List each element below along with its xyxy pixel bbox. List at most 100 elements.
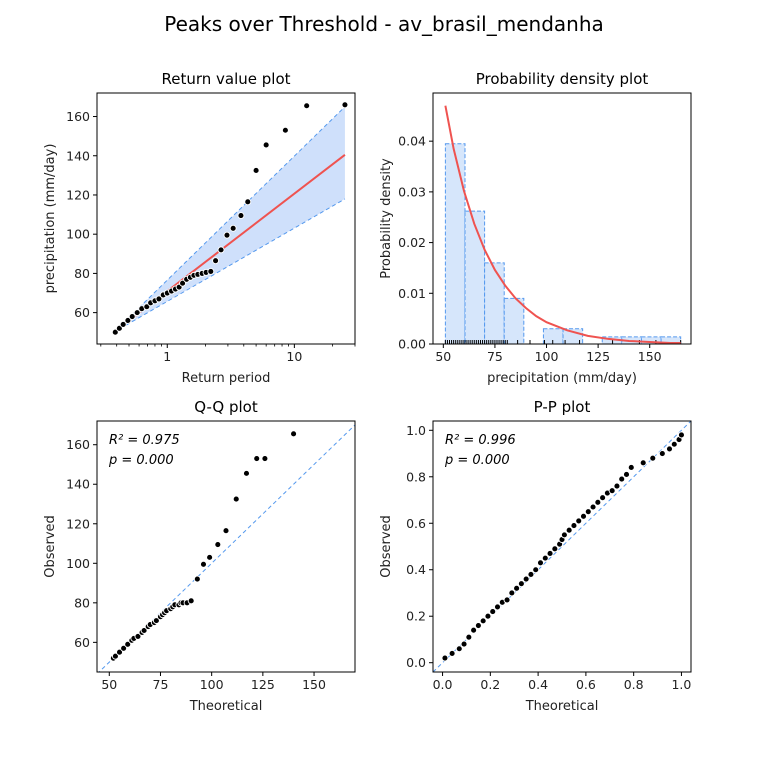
- x-tick-label: 50: [101, 677, 117, 692]
- y-tick-label: 120: [66, 187, 90, 202]
- y-tick-label: 0.04: [398, 134, 426, 149]
- data-point: [448, 649, 456, 657]
- histogram-bar: [542, 328, 564, 344]
- data-point: [570, 522, 578, 530]
- data-point: [207, 267, 215, 275]
- data-point: [494, 603, 501, 611]
- data-point: [658, 450, 666, 457]
- data-point: [649, 454, 657, 462]
- panel-pp: 0.0 0.2 0.4 0.6 0.8 1.0 0.0 0.2 0.4 0.6 0.8 1.0 P-P …: [379, 398, 692, 714]
- data-point: [479, 617, 487, 625]
- data-point: [589, 503, 597, 511]
- data-point: [627, 464, 635, 471]
- axes-frame: [432, 420, 692, 673]
- data-point: [232, 495, 240, 503]
- y-tick-label: 60: [74, 635, 90, 650]
- histogram-bar: [444, 143, 466, 344]
- stat-annotation: p = 0.000: [108, 453, 174, 468]
- figure-title: Peaks over Threshold - av_brasil_mendanh…: [164, 12, 604, 36]
- y-tick-label: 160: [66, 109, 90, 124]
- y-tick-label: 140: [66, 477, 90, 492]
- data-point: [618, 475, 626, 483]
- data-point: [441, 654, 449, 662]
- plot-area-qq: [98, 424, 355, 672]
- data-point: [133, 309, 141, 317]
- y-axis-label: Observed: [379, 515, 394, 578]
- data-point: [584, 508, 592, 516]
- x-tick-label: 100: [200, 677, 224, 692]
- histogram-bar: [464, 210, 486, 344]
- data-point: [261, 455, 269, 463]
- data-point: [599, 494, 607, 502]
- data-point: [212, 257, 220, 265]
- data-point: [474, 622, 482, 629]
- panel-qq: 50 75 100 125 150 60 80 100 120 140 160 Q-Q plot The…: [43, 398, 356, 714]
- plot-area-pp: [433, 421, 691, 672]
- data-point: [253, 455, 261, 463]
- y-tick-label: 0.03: [398, 184, 426, 199]
- y-tick-label: 0.8: [406, 469, 426, 484]
- x-tick-label: 0.4: [528, 677, 548, 692]
- histogram-bar: [503, 297, 525, 344]
- data-point: [532, 566, 540, 574]
- data-point: [565, 526, 573, 534]
- data-point: [303, 102, 311, 110]
- x-axis-label: precipitation (mm/day): [487, 371, 637, 386]
- y-tick-label: 140: [66, 148, 90, 163]
- x-tick-label: 100: [535, 349, 559, 364]
- stat-annotation: R² = 0.996: [445, 433, 516, 448]
- axes-frame: [96, 420, 356, 673]
- data-point: [206, 553, 214, 561]
- data-point: [243, 469, 250, 477]
- plot-area-pdf: [444, 105, 682, 344]
- y-axis-label: Probability density: [379, 158, 394, 279]
- data-point: [152, 617, 160, 625]
- ci-lower-line: [113, 198, 346, 333]
- data-point: [465, 633, 473, 641]
- x-tick-label: 125: [586, 349, 610, 364]
- x-tick-label: 125: [251, 677, 275, 692]
- y-tick-label: 80: [74, 266, 90, 281]
- y-tick-label: 0.0: [406, 655, 426, 670]
- data-point: [503, 596, 511, 604]
- chart-panels: 1 10 60 80 100 120 140 160 Return value plot Retu…: [43, 70, 692, 714]
- data-point: [666, 445, 673, 453]
- data-point: [111, 652, 119, 660]
- data-point: [119, 320, 127, 328]
- data-point: [140, 627, 148, 634]
- data-point: [237, 212, 245, 220]
- data-point: [124, 640, 132, 648]
- data-point: [594, 498, 602, 506]
- x-tick-label: 1: [163, 349, 171, 364]
- x-tick-label: 150: [638, 349, 662, 364]
- data-point: [128, 313, 136, 320]
- x-tick-label: 10: [286, 349, 302, 364]
- data-point: [460, 640, 468, 648]
- data-point: [546, 550, 554, 557]
- data-point: [623, 471, 630, 478]
- data-point: [281, 126, 289, 134]
- x-tick-label: 1.0: [671, 677, 691, 692]
- x-axis-label: Return period: [182, 371, 271, 386]
- stat-annotation: p = 0.000: [444, 453, 510, 468]
- panel-title: Probability density plot: [476, 70, 649, 88]
- data-point: [217, 246, 225, 254]
- data-point: [179, 279, 187, 287]
- y-tick-label: 60: [74, 305, 90, 320]
- data-point: [193, 575, 201, 583]
- data-point: [541, 554, 549, 562]
- plot-area-return: [111, 101, 349, 336]
- x-axis-label: Theoretical: [189, 699, 263, 714]
- x-tick-label: 50: [435, 349, 451, 364]
- data-point: [677, 431, 685, 439]
- data-point: [470, 626, 478, 634]
- y-tick-label: 100: [66, 556, 90, 571]
- data-point: [134, 632, 142, 640]
- data-point: [124, 317, 132, 324]
- y-tick-label: 0.6: [406, 516, 426, 531]
- y-axis-label: Observed: [43, 515, 58, 578]
- y-tick-label: 0.00: [398, 337, 426, 352]
- data-point: [484, 612, 492, 620]
- data-point: [223, 231, 231, 239]
- data-point: [200, 560, 207, 568]
